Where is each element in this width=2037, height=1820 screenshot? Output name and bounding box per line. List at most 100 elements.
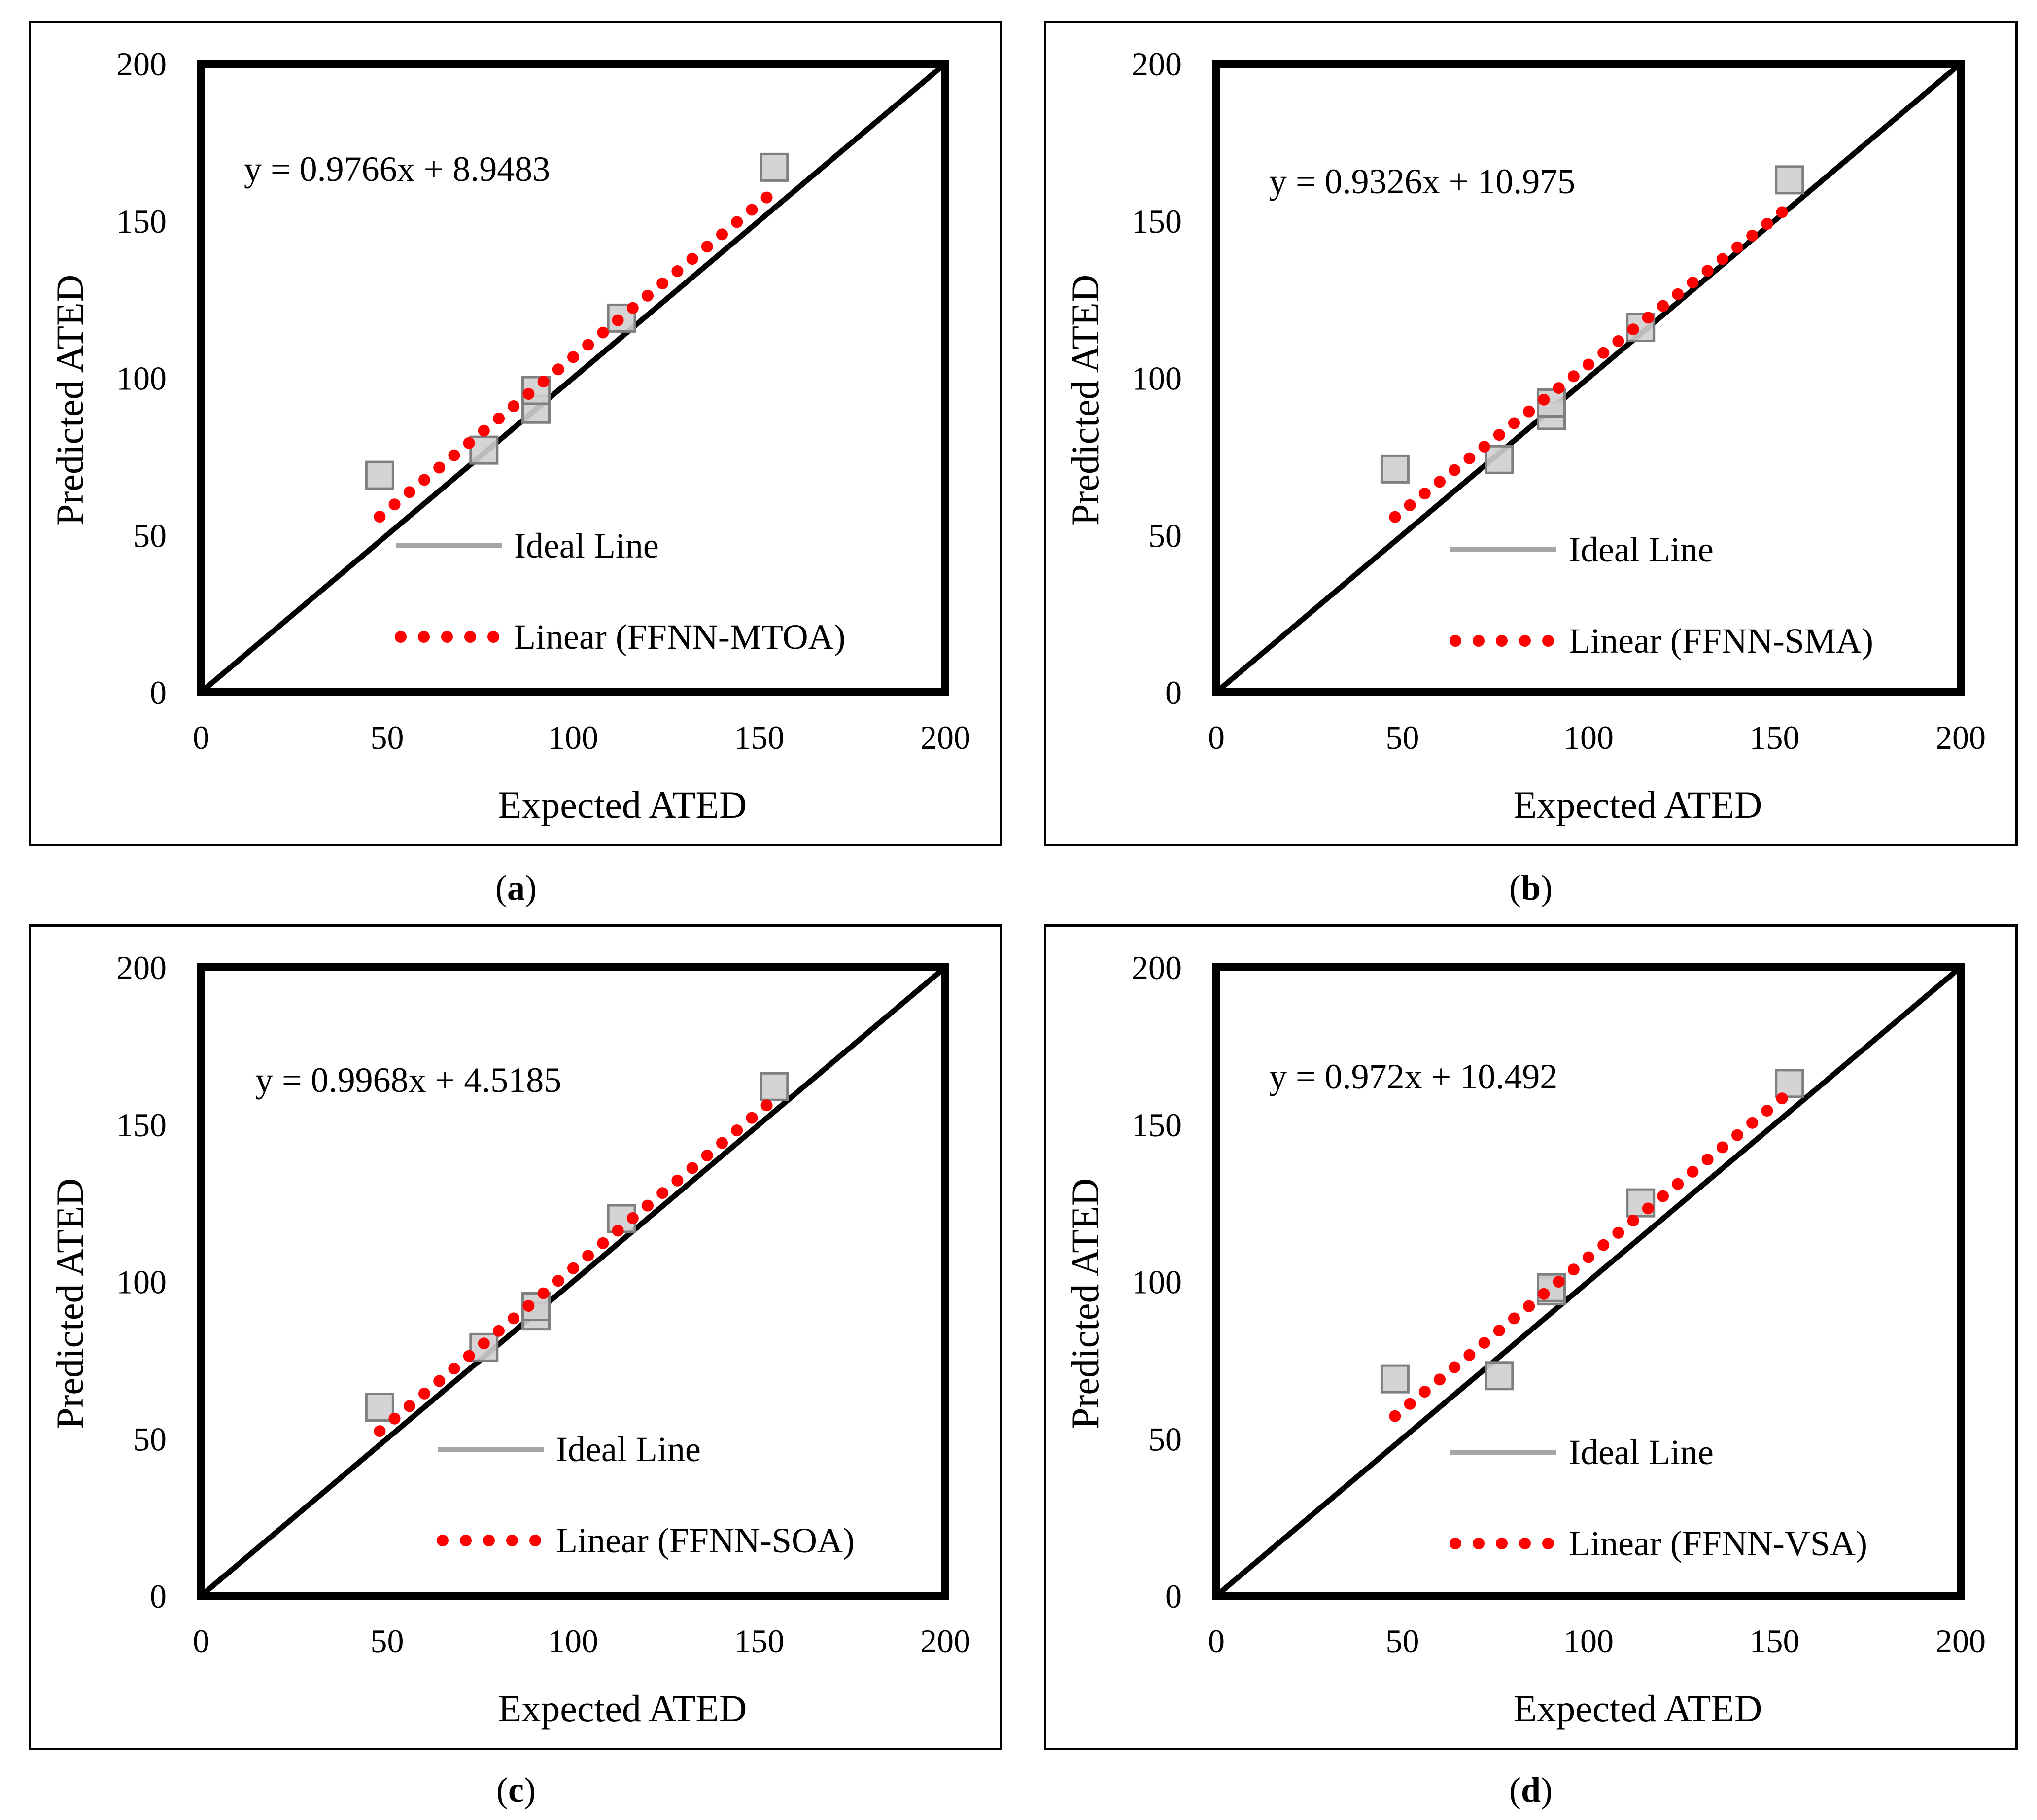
fit-dot <box>508 400 520 412</box>
fit-dot <box>567 1262 579 1274</box>
y-tick-label: 200 <box>1132 949 1182 986</box>
y-tick-label: 50 <box>1148 1420 1182 1458</box>
ideal-line <box>199 965 947 1598</box>
legend-fit-dot <box>506 1535 518 1546</box>
y-tick-label: 200 <box>1132 45 1182 83</box>
y-tick-label: 100 <box>1132 1263 1182 1301</box>
data-point <box>365 460 394 490</box>
legend-fit-dot <box>464 631 476 643</box>
fit-dot <box>1701 265 1714 277</box>
fit-dot <box>1478 1336 1490 1349</box>
x-axis-label: Expected ATED <box>498 783 747 826</box>
fit-dot <box>746 204 758 216</box>
data-point <box>1380 1364 1410 1394</box>
y-tick-label: 150 <box>1132 1106 1182 1144</box>
x-tick-label: 50 <box>371 719 404 756</box>
y-axis-label: Predicted ATED <box>1064 275 1106 525</box>
fit-dot <box>1746 229 1759 242</box>
fit-dot <box>671 1174 684 1187</box>
fit-dot <box>731 216 743 228</box>
y-tick-label: 150 <box>116 203 167 240</box>
trendline-equation: y = 0.9766x + 8.9483 <box>244 149 550 189</box>
x-tick-label: 0 <box>1208 719 1225 756</box>
x-tick-label: 0 <box>1208 1622 1225 1660</box>
data-point <box>1775 1069 1804 1098</box>
fit-dot <box>493 1325 505 1337</box>
fit-dot <box>1449 464 1461 476</box>
fit-dot <box>1687 277 1699 289</box>
y-tick-label: 200 <box>116 949 167 986</box>
fit-dot <box>760 1099 773 1112</box>
data-point <box>760 1072 789 1101</box>
fit-dot <box>478 424 490 437</box>
x-tick-label: 50 <box>1386 1622 1419 1660</box>
x-axis-label: Expected ATED <box>498 1687 747 1730</box>
fit-dot <box>1508 417 1520 429</box>
fit-dot <box>1776 206 1788 218</box>
fit-dot <box>403 1400 415 1412</box>
x-tick-label: 100 <box>1563 719 1614 756</box>
legend-ideal-label: Ideal Line <box>1569 1433 1714 1472</box>
fit-dot <box>1434 1373 1446 1386</box>
fit-dot <box>1404 499 1416 511</box>
fit-dot <box>1731 1129 1743 1141</box>
panel-a: 0 50 100 150 200 0 50 100 150 200 Expected ATED Pre… <box>29 21 1002 846</box>
legend-fit-dot <box>441 631 453 643</box>
fit-dot <box>701 1149 713 1161</box>
fit-dot <box>403 486 415 498</box>
plot-frame <box>1212 963 1965 1600</box>
y-tick-label: 150 <box>116 1106 167 1144</box>
legend-ideal-label: Ideal Line <box>514 526 659 565</box>
fit-dot <box>1389 1410 1401 1422</box>
fit-dot <box>597 326 609 339</box>
y-axis-label: Predicted ATED <box>1064 1178 1106 1429</box>
panel-c: 0 50 100 150 200 0 50 100 150 200 Expected ATED Pre… <box>29 924 1002 1750</box>
y-tick-label: 0 <box>1165 1577 1182 1615</box>
fit-dot <box>374 511 386 523</box>
fit-dot <box>626 1212 639 1225</box>
legend-fit-dot <box>483 1535 495 1546</box>
y-tick-label: 0 <box>150 674 167 711</box>
legend-fit-dot <box>395 631 407 643</box>
fit-dot <box>1761 1105 1773 1117</box>
y-tick-label: 200 <box>116 45 167 83</box>
y-tick-label: 100 <box>116 1263 167 1301</box>
trendline-equation: y = 0.9326x + 10.975 <box>1269 162 1575 201</box>
fit-dot <box>1434 476 1446 488</box>
fit-dot <box>1642 1202 1654 1215</box>
data-point <box>1537 388 1566 418</box>
fit-dot <box>597 1237 609 1249</box>
legend-fit-dot <box>529 1535 541 1546</box>
fit-dot <box>642 289 654 302</box>
x-axis-label: Expected ATED <box>1514 1687 1762 1730</box>
x-tick-label: 200 <box>1935 1622 1986 1660</box>
x-tick-label: 200 <box>1935 719 1986 756</box>
fit-dot <box>1687 1165 1699 1178</box>
legend-fit-dot <box>418 631 430 643</box>
y-tick-label: 50 <box>1148 517 1182 554</box>
x-tick-label: 150 <box>1750 719 1800 756</box>
fit-dot <box>552 363 564 376</box>
fit-dot <box>582 1250 594 1262</box>
fit-dot <box>1449 1361 1461 1373</box>
fit-dot <box>1612 1226 1624 1239</box>
fit-dot <box>1553 1276 1565 1288</box>
x-tick-label: 200 <box>920 719 970 756</box>
data-point <box>1380 454 1410 484</box>
fit-dot <box>448 449 460 461</box>
fit-dot <box>1731 241 1743 253</box>
legend-fit-dot <box>1450 635 1461 647</box>
fit-dot <box>1761 218 1773 230</box>
x-tick-label: 0 <box>193 1622 209 1660</box>
x-tick-label: 50 <box>371 1622 404 1660</box>
legend-fit-dot <box>1496 1538 1508 1549</box>
fit-dot <box>433 1375 446 1387</box>
x-tick-label: 100 <box>1563 1622 1614 1660</box>
panel-b: 0 50 100 150 200 0 50 100 150 200 Expected ATED Pre… <box>1044 21 2018 846</box>
fit-dot <box>1493 429 1505 441</box>
fit-dot <box>552 1275 564 1287</box>
x-tick-label: 100 <box>548 1622 598 1660</box>
fit-dot <box>418 1387 430 1400</box>
y-tick-label: 0 <box>150 1577 167 1615</box>
fit-dot <box>716 228 728 241</box>
